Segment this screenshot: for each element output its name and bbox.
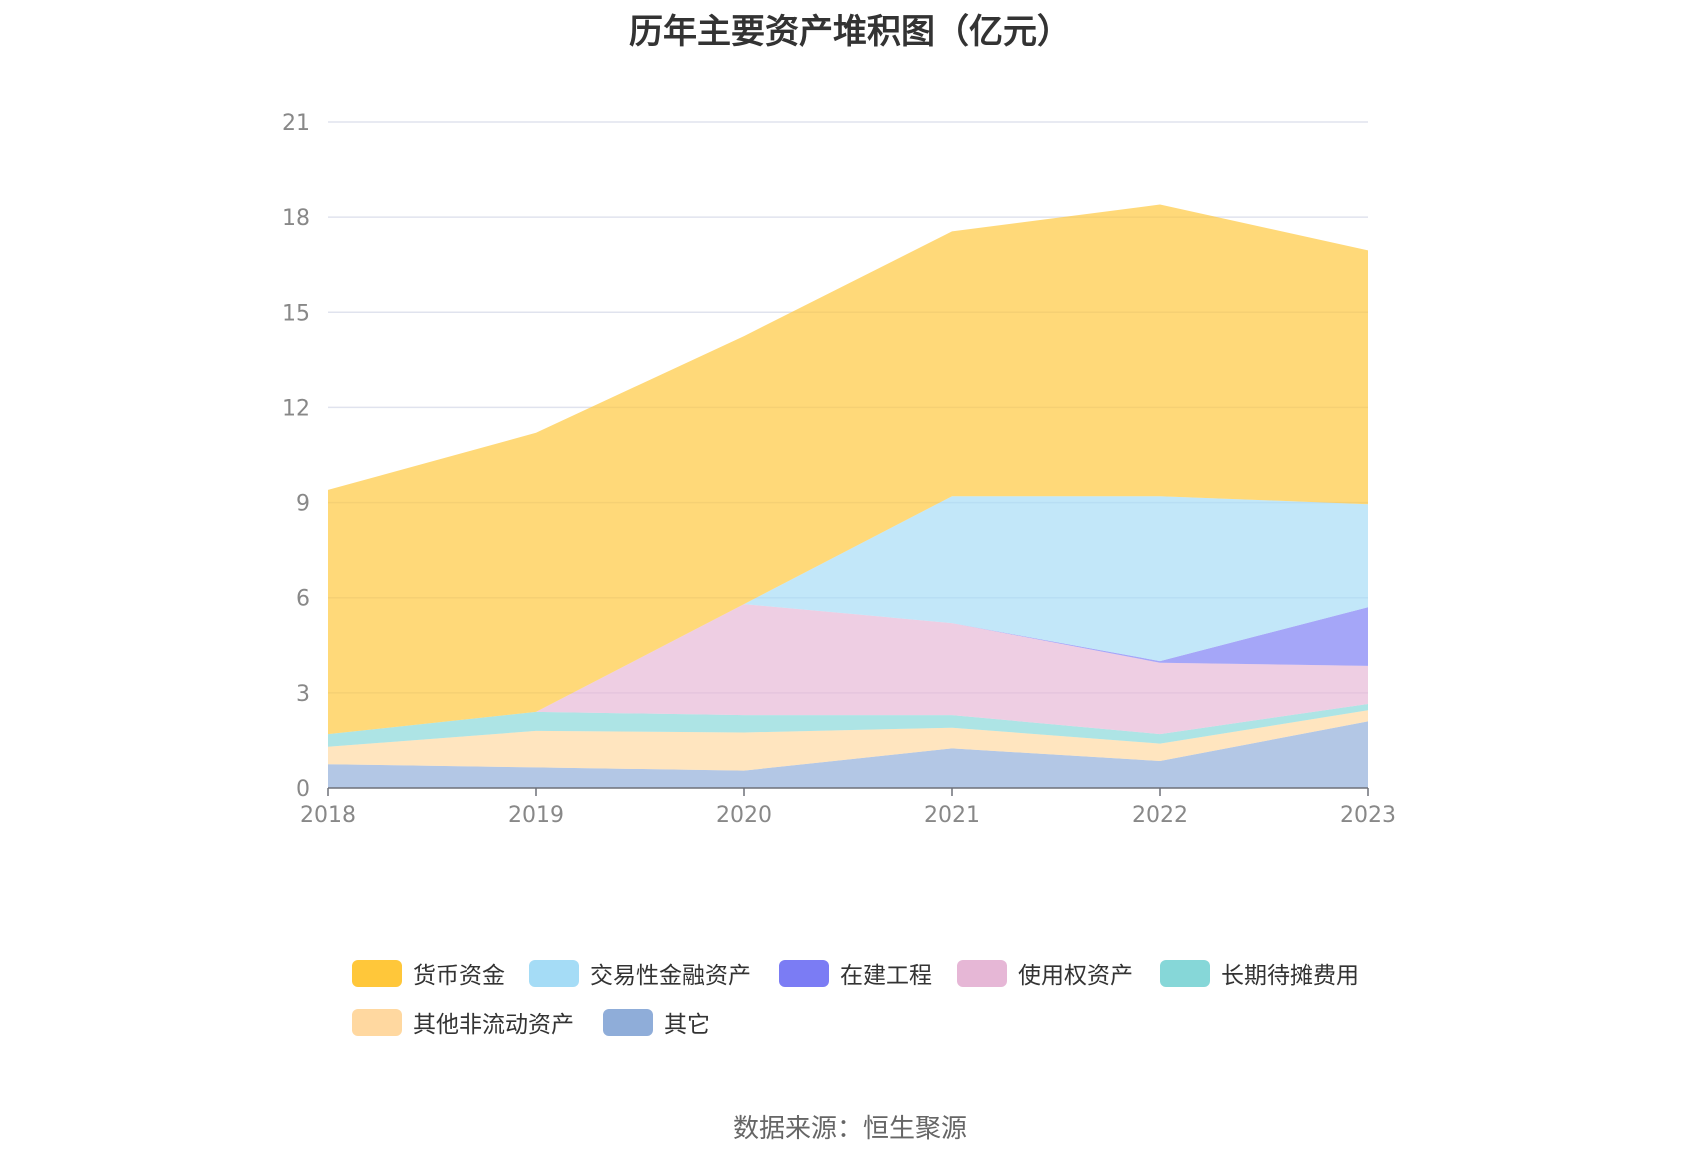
area-series — [328, 704, 1368, 747]
legend-label: 交易性金融资产 — [590, 963, 751, 989]
legend-label: 货币资金 — [413, 963, 505, 989]
legend-swatch — [779, 959, 829, 987]
area-series — [328, 604, 1368, 735]
legend-swatch — [957, 959, 1007, 987]
area-series — [328, 204, 1368, 735]
area-series — [328, 710, 1368, 771]
legend-item-other-non-current-assets[interactable]: 其他非流动资产 — [352, 1005, 574, 1039]
area-series — [328, 721, 1368, 788]
chart-title: 历年主要资产堆积图（亿元） — [629, 12, 1071, 52]
legend-item-right-of-use-assets[interactable]: 使用权资产 — [957, 956, 1133, 990]
x-tick-label: 2020 — [716, 803, 772, 828]
stacked-areas — [328, 204, 1368, 788]
legend-swatch — [352, 959, 402, 987]
legend-item-construction-in-progress[interactable]: 在建工程 — [779, 956, 932, 990]
y-tick-label: 0 — [296, 777, 310, 802]
y-tick-label: 9 — [296, 492, 310, 517]
legend-label: 长期待摊费用 — [1221, 963, 1359, 989]
legend-label: 其他非流动资产 — [413, 1012, 574, 1038]
legend-item-trading-financial-assets[interactable]: 交易性金融资产 — [529, 956, 751, 990]
legend-label: 在建工程 — [840, 963, 932, 989]
y-tick-label: 3 — [296, 682, 310, 707]
x-tick-label: 2023 — [1340, 803, 1396, 828]
y-tick-label: 21 — [282, 111, 310, 136]
legend-swatch — [1160, 959, 1210, 987]
y-tick-label: 15 — [282, 301, 310, 326]
legend-item-long-term-prepaid-expenses[interactable]: 长期待摊费用 — [1160, 956, 1359, 990]
source-note: 数据来源：恒生聚源 — [732, 1114, 967, 1144]
legend-swatch — [352, 1008, 402, 1036]
x-tick-label: 2021 — [924, 803, 980, 828]
legend-label: 使用权资产 — [1018, 963, 1133, 989]
axes: 0 3 6 9 12 15 18 21 2018 2019 2020 2021 2022 2023 — [282, 111, 1396, 828]
legend-swatch — [529, 959, 579, 987]
x-tick-label: 2018 — [300, 803, 356, 828]
legend-item-others[interactable]: 其它 — [603, 1005, 710, 1039]
y-tick-label: 18 — [282, 206, 310, 231]
legend-swatch — [603, 1008, 653, 1036]
legend-item-cash[interactable]: 货币资金 — [352, 956, 505, 990]
x-tick-label: 2019 — [508, 803, 564, 828]
y-tick-label: 6 — [296, 587, 310, 612]
area-series — [328, 496, 1368, 735]
x-tick-label: 2022 — [1132, 803, 1188, 828]
legend-label: 其它 — [664, 1012, 710, 1038]
y-tick-label: 12 — [282, 396, 310, 421]
